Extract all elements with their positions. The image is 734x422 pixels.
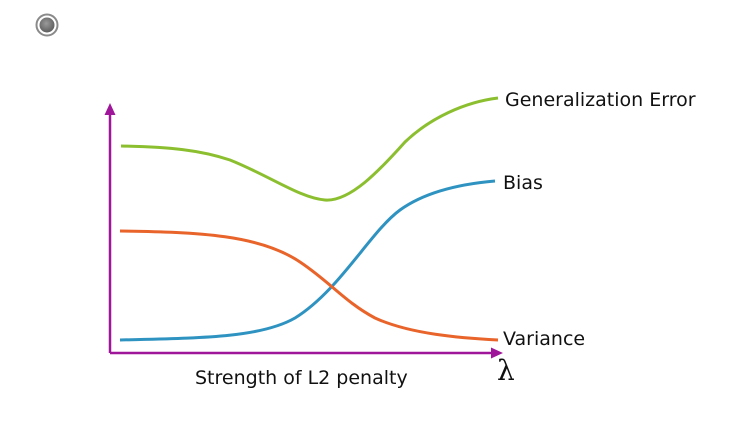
axes	[104, 103, 503, 359]
lambda-symbol: λ	[497, 354, 515, 387]
label-variance: Variance	[503, 328, 585, 350]
y-axis-arrowhead	[104, 103, 116, 115]
label-bias: Bias	[503, 172, 543, 194]
curve-variance	[119, 229, 499, 342]
circle-bullet-icon	[35, 13, 59, 37]
curve-bias	[119, 179, 496, 342]
curve-generalization-error	[120, 96, 499, 202]
x-axis-arrowhead	[491, 347, 503, 359]
x-axis-label: Strength of L2 penalty	[195, 367, 408, 389]
label-generalization-error: Generalization Error	[505, 89, 696, 111]
